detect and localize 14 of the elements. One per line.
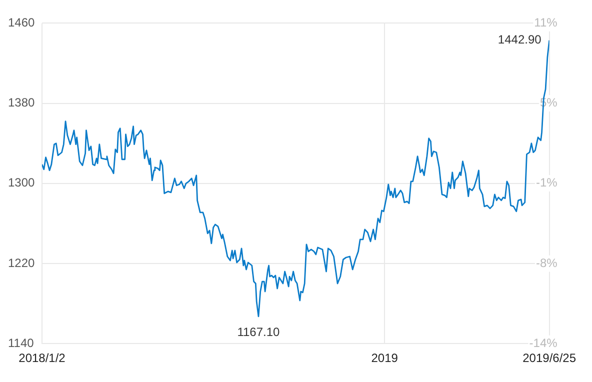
x-tick-label: 2018/1/2 <box>18 351 66 366</box>
y2-tick-label: -1% <box>536 176 558 190</box>
annotation: 1442.90 <box>498 32 542 47</box>
y-tick-label: 1300 <box>8 176 36 190</box>
y2-tick-label: 11% <box>534 16 558 30</box>
y-tick-label: 1220 <box>8 256 36 270</box>
y2-tick-label: -14% <box>529 336 558 350</box>
annotation: 1167.10 <box>237 324 280 339</box>
y-tick-label: 1140 <box>8 336 34 350</box>
y-tick-label: 1460 <box>8 16 36 30</box>
y-tick-label: 1380 <box>8 96 36 110</box>
y2-tick-label: -8% <box>536 256 558 270</box>
x-tick-label: 2019/6/25 <box>522 351 576 366</box>
x-tick-label: 2019 <box>371 351 398 366</box>
